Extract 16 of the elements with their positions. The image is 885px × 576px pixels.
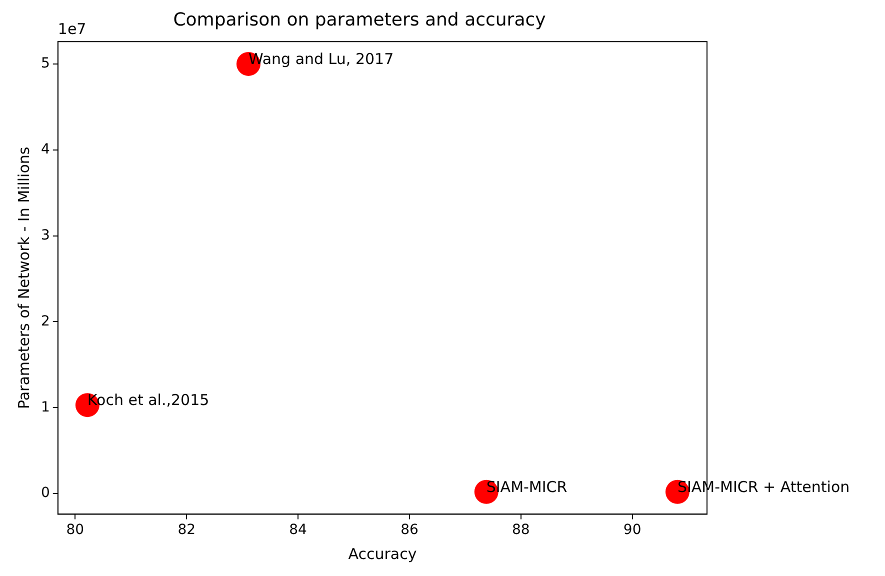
y-tick-label: 2 xyxy=(40,313,50,330)
x-tick-label: 80 xyxy=(66,522,84,538)
y-tick-label: 4 xyxy=(40,142,50,158)
y-tick-label: 5 xyxy=(40,56,50,72)
text: 1e7 xyxy=(58,20,86,38)
y-axis-title: Parameters of Network - In Millions xyxy=(14,146,33,410)
chart-title: Comparison on parameters and accuracy xyxy=(173,9,546,30)
y-tick-label: 0 xyxy=(40,485,50,502)
x-tick-label: 82 xyxy=(178,522,196,538)
x-tick-label: 86 xyxy=(400,522,418,538)
x-tick-label: 88 xyxy=(512,522,530,538)
x-tick-label: 90 xyxy=(623,522,642,538)
y-tick-label: 1 xyxy=(40,399,50,416)
y-tick-label: 3 xyxy=(40,227,50,244)
x-axis-title: Accuracy xyxy=(348,544,417,563)
x-tick-label: 84 xyxy=(289,522,308,538)
